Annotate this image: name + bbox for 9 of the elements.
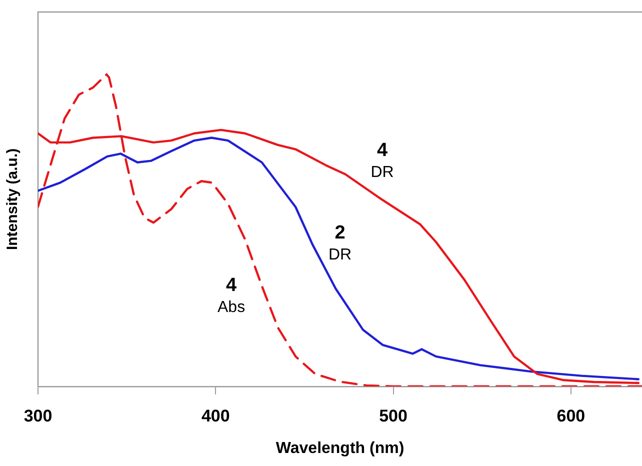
y-axis-title: Intensity (a.u.) bbox=[4, 148, 22, 250]
x-tick-label: 300 bbox=[24, 406, 52, 426]
annotation: 4 Abs bbox=[217, 274, 246, 316]
x-tick-label: 400 bbox=[201, 406, 230, 426]
annotation: 4 DR bbox=[370, 140, 394, 182]
x-axis-title: Wavelength (nm) bbox=[276, 440, 404, 457]
x-tick-label: 500 bbox=[379, 406, 408, 426]
x-tick-label: 600 bbox=[556, 406, 586, 426]
annotation: 2 DR bbox=[328, 222, 352, 264]
